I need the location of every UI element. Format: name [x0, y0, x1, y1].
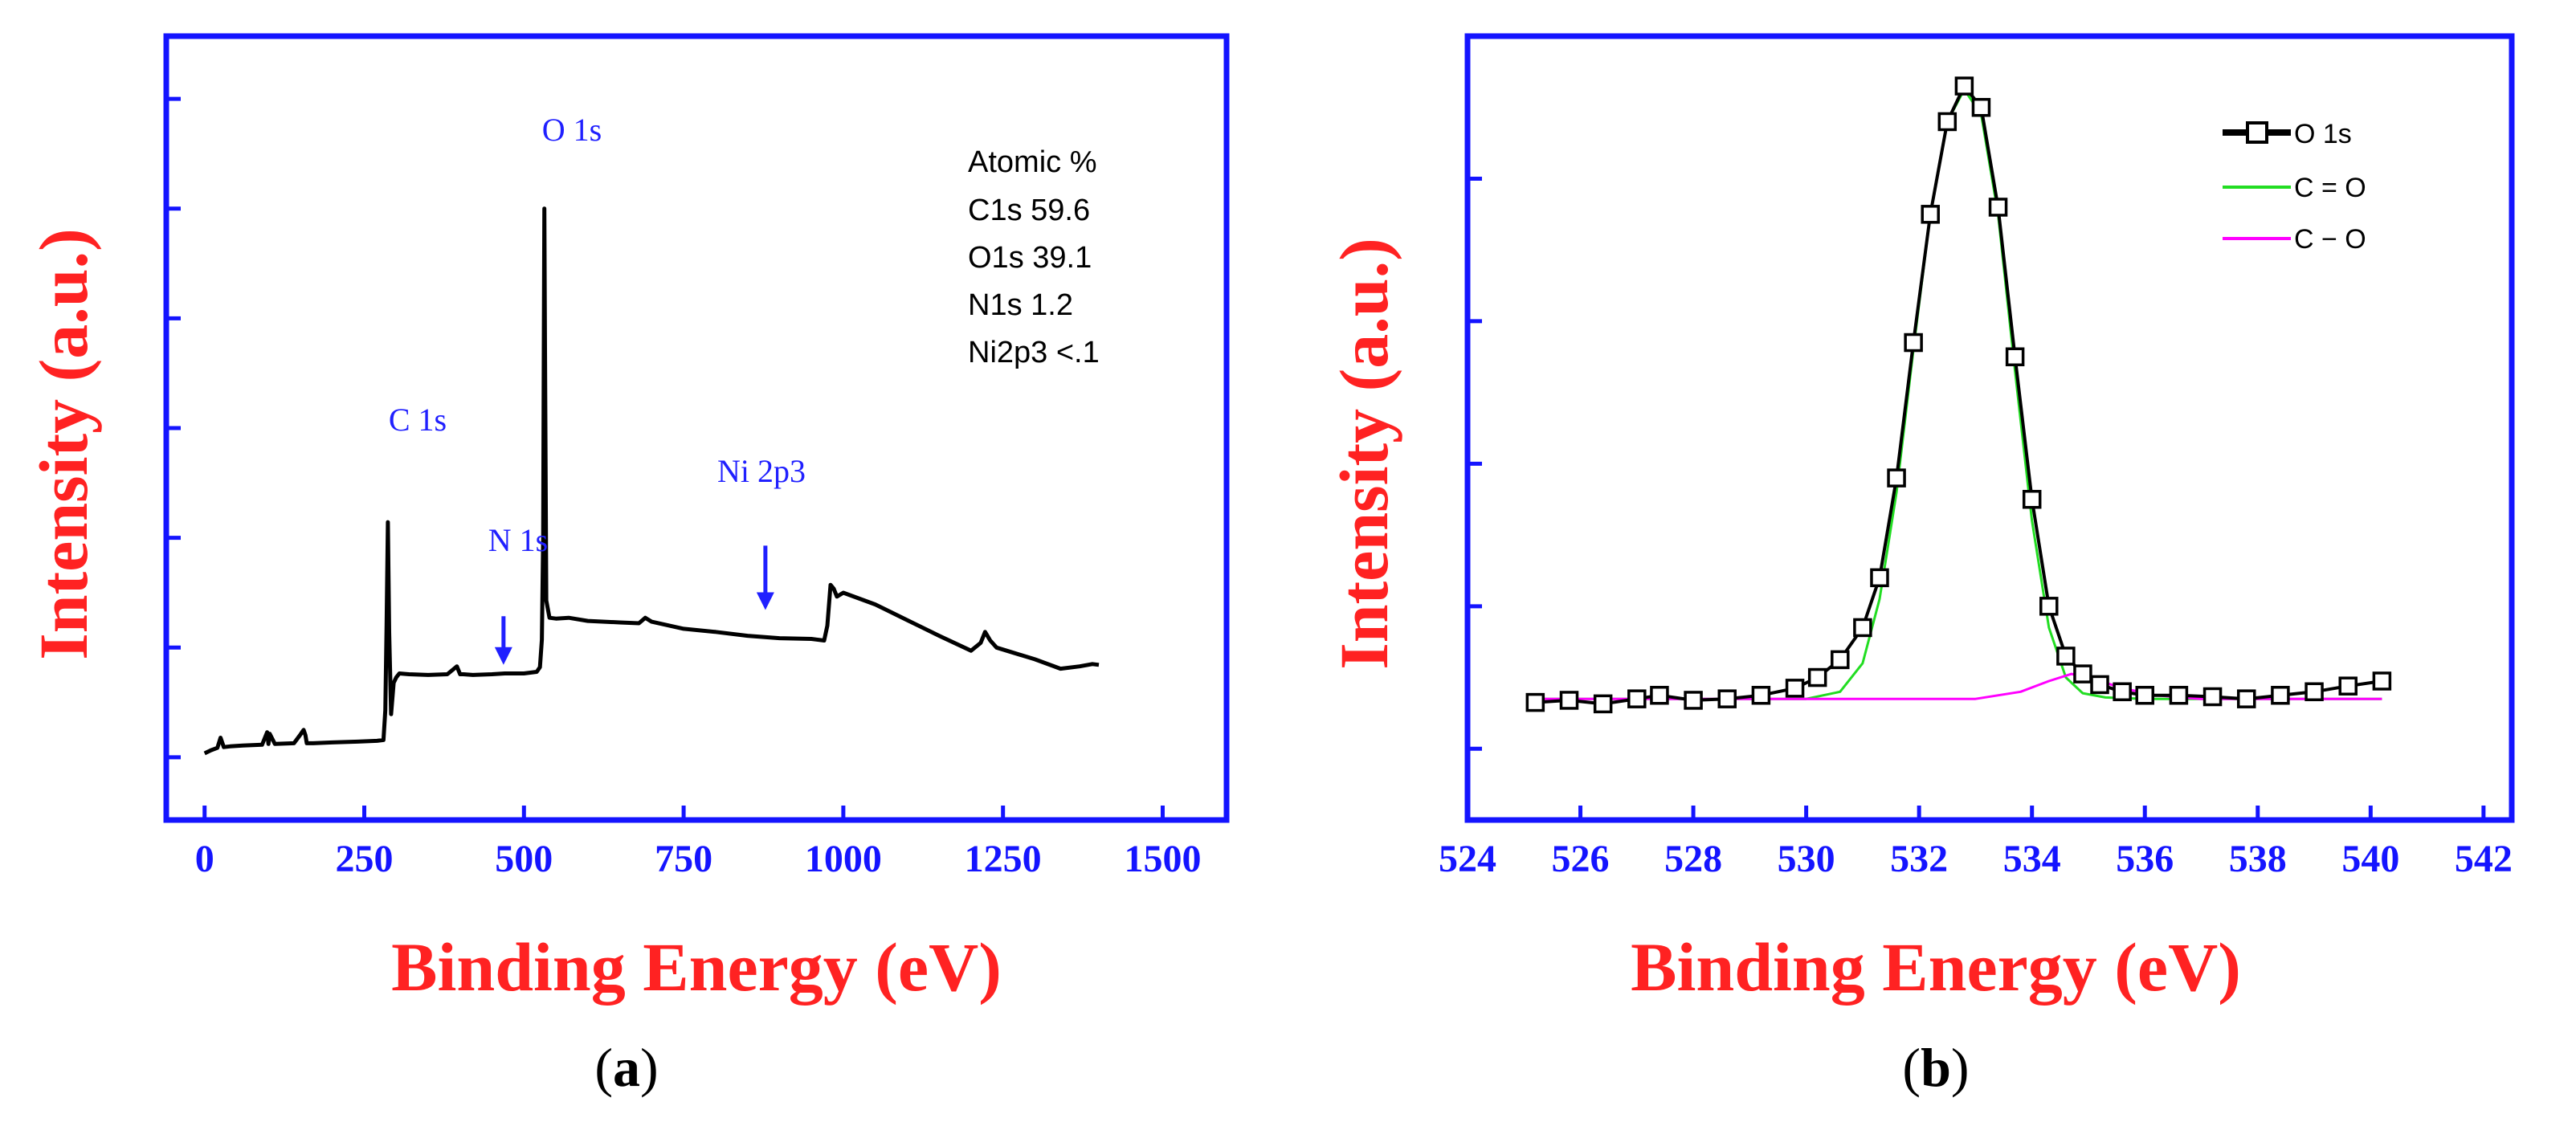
- o1s-data-point: [2090, 675, 2109, 695]
- x-axis-ticks: 524 526 528 530 532 534 536 538 540 542: [1439, 806, 2513, 880]
- x-tick-label: 538: [2229, 838, 2287, 880]
- y-axis-title: Intensity (a.u.): [25, 228, 102, 660]
- peak-label-o1s: O 1s: [542, 112, 602, 148]
- o1s-data-point: [1717, 689, 1737, 708]
- atomic-percent-box: Atomic % C1s 59.6 O1s 39.1 N1s 1.2 Ni2p3…: [968, 145, 1100, 369]
- peak-label-c1s: C 1s: [389, 402, 447, 438]
- o1s-data-point: [1785, 679, 1805, 698]
- o1s-data-point: [1684, 691, 1703, 710]
- x-tick-label: 1500: [1124, 838, 1201, 880]
- x-tick-label: 526: [1552, 838, 1610, 880]
- info-line-n1s: N1s 1.2: [968, 288, 1073, 322]
- x-tick-label: 530: [1778, 838, 1835, 880]
- o1s-data-point: [2022, 489, 2042, 509]
- o1s-data-point: [2372, 671, 2392, 691]
- o1s-data-point: [1525, 692, 1545, 712]
- x-tick-label: 542: [2455, 838, 2513, 880]
- x-tick-label: 1250: [965, 838, 1042, 880]
- o1s-data-point: [1988, 198, 2008, 217]
- y-axis-title: Intensity (a.u.): [1325, 238, 1402, 670]
- x-tick-label: 534: [2003, 838, 2061, 880]
- o1s-data-point: [1650, 685, 1669, 705]
- o1s-data-point: [1751, 685, 1771, 705]
- panel-label-b: (b): [1902, 1037, 1969, 1098]
- x-tick-label: 532: [1890, 838, 1948, 880]
- o1s-data-point: [1954, 76, 1974, 96]
- panel-a-survey-chart: 0 250 500 750 1000 1250 1500 C 1s O 1s N 1s Ni…: [25, 33, 1230, 1098]
- series-line-c-double-o: [1535, 88, 2382, 700]
- panel-label-a: (a): [594, 1037, 658, 1098]
- o1s-data-point: [1921, 205, 1940, 224]
- annotation-arrow-head: [756, 592, 774, 610]
- o1s-data-point: [1887, 468, 1906, 488]
- o1s-data-point: [2135, 685, 2154, 705]
- y-axis-ticks: [1468, 34, 1482, 751]
- info-line-o1s: O1s 39.1: [968, 241, 1092, 275]
- o1s-data-point: [2056, 647, 2076, 666]
- legend-label-c-single-o: C − O: [2294, 224, 2366, 255]
- x-tick-label: 750: [655, 838, 712, 880]
- series-line-survey: [203, 206, 1100, 756]
- o1s-data-point: [2202, 687, 2223, 707]
- series-group: [203, 206, 1100, 756]
- o1s-data-point: [1627, 689, 1647, 708]
- x-tick-label: 250: [336, 838, 394, 880]
- o1s-data-point: [2338, 676, 2358, 696]
- info-line-ni2p3: Ni2p3 <.1: [968, 336, 1100, 369]
- panel-b-o1s-chart: 524 526 528 530 532 534 536 538 540 542 O 1s C = …: [1325, 33, 2515, 1098]
- series-line-o1s: [1535, 84, 2382, 706]
- o1s-data-point: [2005, 347, 2025, 367]
- x-tick-label: 540: [2341, 838, 2399, 880]
- x-tick-label: 1000: [805, 838, 882, 880]
- annotation-arrows: [494, 545, 774, 665]
- peak-label-n1s: N 1s: [488, 522, 548, 558]
- x-tick-label: 528: [1664, 838, 1722, 880]
- o1s-data-point: [1971, 97, 1991, 117]
- x-tick-label: 0: [195, 838, 214, 880]
- o1s-data-point: [1807, 667, 1827, 687]
- o1s-data-point: [1559, 691, 1579, 710]
- o1s-data-point: [1593, 694, 1613, 714]
- o1s-data-point: [1853, 618, 1872, 638]
- series-group: [1525, 76, 2392, 714]
- x-tick-label: 500: [495, 838, 553, 880]
- x-tick-label: 536: [2116, 838, 2174, 880]
- annotation-arrow-head: [494, 647, 512, 665]
- o1s-data-point: [1904, 333, 1923, 353]
- o1s-data-point: [1870, 568, 1889, 588]
- o1s-data-point: [2305, 682, 2324, 702]
- legend: O 1s C = O C − O: [2223, 119, 2366, 255]
- o1s-data-point: [2271, 685, 2290, 705]
- legend-label-o1s: O 1s: [2294, 119, 2352, 149]
- o1s-data-point: [2039, 597, 2059, 616]
- o1s-data-point: [2169, 685, 2189, 705]
- info-line-c1s: C1s 59.6: [968, 194, 1090, 227]
- info-heading: Atomic %: [968, 145, 1096, 179]
- x-axis-title: Binding Energy (eV): [391, 928, 1002, 1006]
- y-axis-ticks: [166, 96, 181, 760]
- o1s-data-point: [2113, 682, 2132, 702]
- legend-label-c-double-o: C = O: [2294, 173, 2366, 203]
- x-tick-label: 524: [1439, 838, 1496, 880]
- legend-marker-o1s: [2246, 121, 2268, 144]
- plot-frame: [1464, 33, 2515, 823]
- x-axis-title: Binding Energy (eV): [1631, 928, 2241, 1006]
- o1s-data-point: [2236, 689, 2256, 708]
- peak-label-ni2p3: Ni 2p3: [717, 453, 806, 489]
- x-axis-ticks: 0 250 500 750 1000 1250 1500: [195, 806, 1201, 880]
- o1s-data-point: [1831, 650, 1850, 670]
- o1s-data-point: [2073, 664, 2092, 683]
- o1s-data-point: [1937, 112, 1958, 132]
